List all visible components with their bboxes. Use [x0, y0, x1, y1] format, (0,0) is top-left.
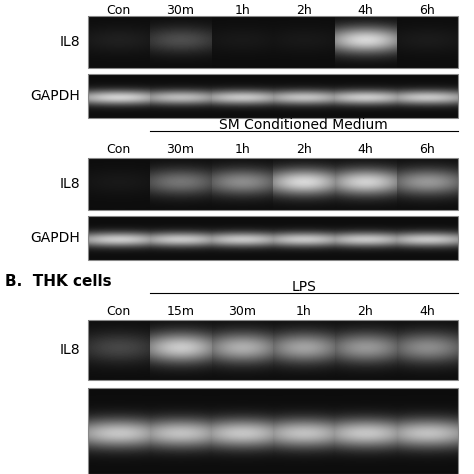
Text: Con: Con	[107, 305, 131, 318]
Text: 1h: 1h	[296, 305, 312, 318]
Text: Con: Con	[107, 143, 131, 156]
Text: IL8: IL8	[59, 35, 80, 49]
Text: B.  THK cells: B. THK cells	[5, 274, 111, 289]
Text: 2h: 2h	[296, 4, 312, 17]
Text: 15m: 15m	[166, 305, 194, 318]
Text: Con: Con	[107, 4, 131, 17]
Bar	[88, 16, 458, 68]
Text: LPS: LPS	[292, 280, 316, 294]
Text: 30m: 30m	[166, 143, 194, 156]
Bar	[88, 216, 458, 260]
Text: 30m: 30m	[228, 305, 256, 318]
Text: 1h: 1h	[234, 143, 250, 156]
Bar	[88, 158, 458, 210]
Text: 6h: 6h	[419, 143, 435, 156]
Text: GAPDH: GAPDH	[30, 231, 80, 245]
Text: IL8: IL8	[59, 343, 80, 357]
Text: IL8: IL8	[59, 177, 80, 191]
Text: 4h: 4h	[357, 4, 374, 17]
Bar	[88, 320, 458, 380]
Text: 4h: 4h	[357, 143, 374, 156]
Text: SM Conditioned Medium: SM Conditioned Medium	[219, 118, 388, 132]
Bar	[88, 74, 458, 118]
Text: 2h: 2h	[357, 305, 374, 318]
Text: 4h: 4h	[419, 305, 435, 318]
Text: 1h: 1h	[234, 4, 250, 17]
Text: 30m: 30m	[166, 4, 194, 17]
Text: 2h: 2h	[296, 143, 312, 156]
Text: GAPDH: GAPDH	[30, 89, 80, 103]
Text: 6h: 6h	[419, 4, 435, 17]
Bar	[88, 388, 458, 474]
